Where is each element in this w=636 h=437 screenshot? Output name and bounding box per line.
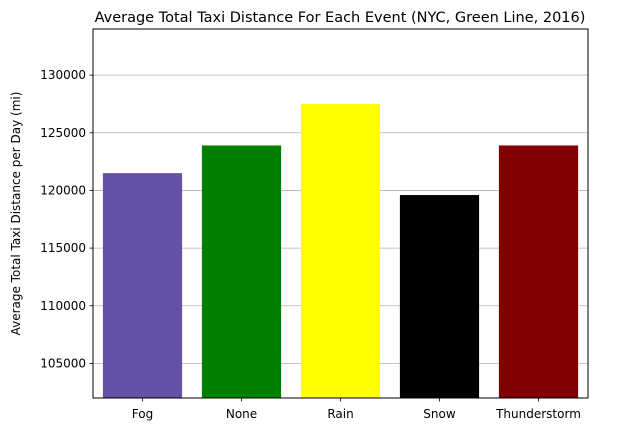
y-axis-ticks: 105000 110000 115000 120000 125000 130000 <box>40 68 93 370</box>
bar-thunderstorm <box>498 145 579 398</box>
y-tick-label: 110000 <box>40 299 86 313</box>
x-axis-ticks: Fog None Rain Snow Thunderstorm <box>132 398 581 421</box>
x-tick-label: Rain <box>327 407 353 421</box>
x-tick-label: Thunderstorm <box>495 407 581 421</box>
bar-snow <box>399 195 480 398</box>
y-tick-label: 120000 <box>40 183 86 197</box>
x-tick-label: Snow <box>423 407 456 421</box>
x-tick-label: None <box>226 407 257 421</box>
y-tick-label: 125000 <box>40 126 86 140</box>
x-tick-label: Fog <box>132 407 153 421</box>
bar-rain <box>300 103 381 398</box>
bars <box>102 103 579 398</box>
y-axis-label: Average Total Taxi Distance per Day (mi) <box>9 92 23 336</box>
y-tick-label: 105000 <box>40 356 86 370</box>
y-tick-label: 115000 <box>40 241 86 255</box>
y-tick-label: 130000 <box>40 68 86 82</box>
bar-fog <box>102 173 183 398</box>
bar-none <box>201 145 282 398</box>
chart-title: Average Total Taxi Distance For Each Eve… <box>95 10 586 26</box>
